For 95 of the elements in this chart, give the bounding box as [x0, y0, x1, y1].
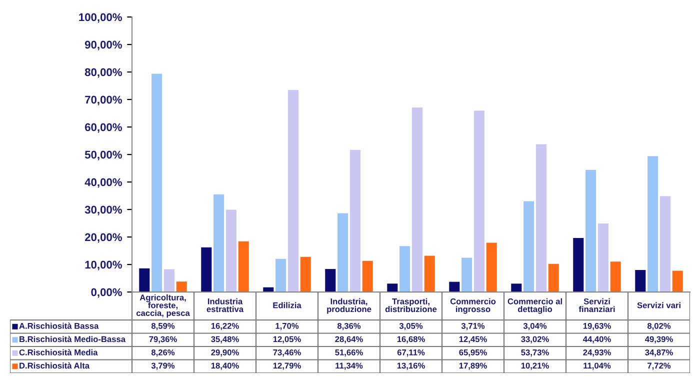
- y-tick-label: 30,00%: [84, 206, 122, 216]
- x-tick-label: Servizi vari: [637, 302, 680, 308]
- bar: [152, 74, 162, 292]
- bar: [635, 270, 646, 292]
- data-label: 24,93%: [583, 349, 611, 357]
- data-label: 12,05%: [273, 336, 301, 344]
- x-tick-label: Trasporti, distribuzione: [385, 298, 437, 312]
- x-tick-label: Agricoltura, foreste, caccia, pesca: [136, 294, 190, 318]
- bar: [164, 269, 174, 292]
- bar: [387, 284, 398, 292]
- data-label: 3,71%: [461, 322, 485, 330]
- bar: [201, 247, 212, 292]
- y-tick-label: 60,00%: [85, 123, 122, 133]
- bar: [573, 238, 584, 292]
- x-tick-label: Commercio al dettaglio: [508, 298, 562, 314]
- bar: [586, 170, 596, 292]
- bar: [672, 270, 683, 292]
- bar: [449, 282, 460, 292]
- bar: [325, 269, 336, 292]
- data-label: 51,66%: [335, 349, 363, 357]
- data-label: 35,48%: [211, 336, 239, 344]
- data-label: 34,87%: [645, 349, 673, 357]
- y-tick-label: 40,00%: [84, 178, 122, 188]
- bar: [276, 258, 286, 292]
- y-tick-label: 50,00%: [84, 150, 122, 160]
- bar: [511, 284, 522, 292]
- data-label: 17,89%: [459, 362, 487, 370]
- data-label: 10,21%: [521, 362, 549, 370]
- data-label: 12,79%: [273, 362, 301, 370]
- data-label: 3,79%: [151, 362, 175, 370]
- data-label: 16,68%: [397, 336, 425, 344]
- x-tick-label: Industria estrattiva: [206, 298, 244, 312]
- bar: [238, 241, 249, 292]
- data-label: 44,40%: [582, 336, 611, 344]
- data-label: 79,36%: [149, 336, 177, 344]
- bar: [214, 194, 224, 292]
- data-label: 11,34%: [336, 362, 363, 370]
- data-label: 1,70%: [276, 322, 299, 330]
- y-tick-label: 0,00%: [91, 288, 122, 298]
- data-label: 65,95%: [459, 349, 487, 357]
- bar: [338, 213, 348, 292]
- bar: [660, 196, 670, 292]
- data-label: 67,11%: [397, 349, 425, 357]
- bar: [139, 268, 150, 292]
- data-label: 8,36%: [337, 322, 361, 330]
- data-label: 73,46%: [273, 349, 301, 357]
- y-tick-label: 80,00%: [84, 68, 122, 78]
- x-tick-label: Edilizia: [273, 302, 302, 308]
- x-tick-label: Industria, produzione: [327, 298, 372, 314]
- bar: [598, 223, 608, 292]
- data-label: 13,16%: [397, 362, 425, 370]
- data-label: 33,02%: [521, 336, 549, 344]
- data-label: 3,05%: [399, 322, 423, 330]
- y-tick-label: 90,00%: [84, 40, 122, 50]
- data-label: 8,26%: [151, 349, 175, 357]
- y-tick-label: 70,00%: [85, 96, 122, 106]
- bar: [524, 201, 534, 292]
- bar: [350, 150, 360, 292]
- bar: [648, 156, 658, 292]
- legend-label: C.Rischiosità Media: [19, 349, 98, 356]
- bar: [462, 258, 472, 292]
- data-label: 28,64%: [335, 336, 363, 344]
- bar: [176, 282, 187, 292]
- bar: [610, 262, 621, 292]
- bar: [474, 110, 484, 292]
- data-label: 7,72%: [648, 362, 671, 370]
- data-label: 19,63%: [583, 322, 611, 330]
- bar: [536, 144, 546, 292]
- data-label: 8,59%: [151, 322, 175, 330]
- data-label: 18,40%: [211, 362, 239, 370]
- data-label: 29,90%: [211, 349, 239, 357]
- x-tick-label: Commercio ingrosso: [450, 298, 496, 314]
- bar: [412, 107, 422, 292]
- bar: [548, 264, 559, 292]
- legend-label: D.Rischiosità Alta: [20, 362, 90, 369]
- bar: [424, 256, 435, 292]
- x-tick-label: Servizi finanziari: [578, 298, 615, 312]
- data-label: 53,73%: [521, 349, 549, 357]
- bar: [486, 242, 497, 292]
- legend-label: B.Rischiosità Medio-Bassa: [20, 336, 126, 342]
- data-label: 12,45%: [459, 336, 487, 344]
- data-label: 3,04%: [523, 322, 547, 330]
- data-label: 49,39%: [644, 336, 673, 344]
- legend-label: A.Rischiosità Bassa: [19, 322, 99, 329]
- y-tick-label: 20,00%: [84, 233, 122, 243]
- bar: [400, 246, 410, 292]
- data-label: 16,22%: [211, 322, 239, 330]
- data-label: 11,04%: [584, 362, 611, 370]
- bar: [226, 210, 236, 292]
- y-tick-label: 10,00%: [85, 260, 122, 270]
- y-tick-label: 100,00%: [79, 13, 122, 23]
- data-label: 8,02%: [647, 322, 671, 330]
- bar: [362, 260, 373, 292]
- bar: [300, 256, 311, 292]
- bar: [288, 90, 298, 292]
